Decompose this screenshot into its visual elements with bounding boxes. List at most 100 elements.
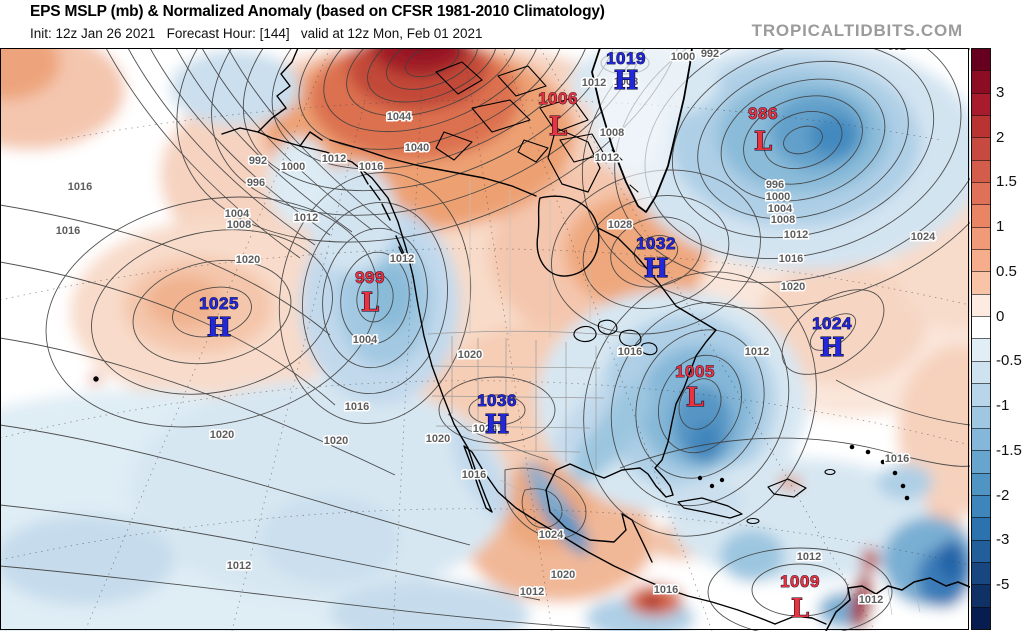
contour-label: 1024	[539, 529, 564, 541]
colorbar-segment	[972, 338, 990, 361]
contour-label: 1016	[654, 584, 678, 596]
contour-label: 1012	[322, 153, 346, 165]
contour-label: 1020	[781, 281, 805, 293]
contour-label: 1016	[779, 253, 803, 265]
colorbar-segment	[972, 204, 990, 227]
contour-label: 1028	[608, 219, 632, 231]
state-province-borders	[427, 180, 921, 616]
contour-label: 1020	[210, 429, 234, 441]
contour-label: 1024	[473, 423, 498, 435]
contour-label: 1020	[551, 569, 575, 581]
colorbar-segment	[972, 226, 990, 250]
pressure-letter-H: H	[485, 410, 510, 440]
contour-label: 1016	[345, 401, 369, 413]
contour-label: 1012	[784, 229, 808, 241]
contour-label: 1012	[294, 212, 318, 224]
colorbar-tick-label: 1.5	[996, 173, 1017, 191]
colorbar-segment	[972, 561, 990, 585]
colorbar-segment	[972, 249, 990, 272]
colorbar-tick-label: 1	[996, 218, 1005, 236]
contour-label: 1016	[56, 225, 80, 237]
contour-label: 1020	[236, 254, 260, 266]
pressure-letter-L: L	[361, 288, 379, 318]
contour-label: 1024	[911, 231, 936, 243]
contour-label: 1012	[520, 586, 544, 598]
colorbar-segment	[972, 159, 990, 183]
pressure-letter-H: H	[207, 313, 232, 343]
colorbar-segment	[972, 271, 990, 294]
pressure-value-999: 999	[355, 268, 385, 287]
contour-label: 1044	[387, 111, 412, 123]
contour-label: 1008	[227, 219, 251, 231]
contour-label: 1000	[766, 191, 790, 203]
pressure-value-1036: 1036	[477, 391, 517, 410]
colorbar-segment	[972, 92, 990, 116]
colorbar-segment	[972, 383, 990, 406]
colorbar-segment	[972, 182, 990, 205]
contour-label: 1000	[671, 51, 695, 63]
contour-label: 996	[247, 177, 265, 189]
colorbar-segment	[972, 70, 990, 93]
pressure-value-1006: 1006	[538, 89, 578, 108]
colorbar-tick-label: -2	[996, 486, 1010, 504]
pressure-value-1032: 1032	[636, 234, 676, 253]
contour-label: 1016	[618, 346, 642, 358]
contour-label: 1004	[225, 208, 250, 220]
pressure-value-1019: 1019	[606, 49, 646, 68]
pressure-letter-L: L	[791, 594, 809, 624]
colorbar-segment	[972, 606, 990, 629]
pressure-value-1025: 1025	[199, 294, 239, 313]
contour-label: 1012	[797, 551, 821, 563]
contour-label: 992	[249, 155, 267, 167]
contour-label: 1012	[390, 253, 414, 265]
contour-label: 1016	[885, 453, 909, 465]
anomaly-shading	[0, 48, 970, 631]
colorbar-tick-label: -1.5	[996, 441, 1022, 459]
contour-label: 1016	[462, 469, 486, 481]
contour-label: 992	[888, 48, 906, 53]
colorbar-segment	[972, 539, 990, 562]
pressure-letter-L: L	[549, 112, 567, 142]
colorbar-tick-label: -0.5	[996, 352, 1022, 370]
contour-label: 992	[701, 48, 719, 60]
contour-label: 1012	[745, 346, 769, 358]
colorbar-tick-label: 2	[996, 128, 1005, 146]
colorbar-segment	[972, 494, 990, 518]
colorbar-segment	[972, 115, 990, 138]
colorbar-segment	[972, 293, 990, 317]
contour-label: 996	[766, 179, 784, 191]
pressure-letter-H: H	[820, 333, 845, 363]
contour-label: 1008	[600, 127, 624, 139]
colorbar-segment	[972, 360, 990, 384]
pressure-letter-L: L	[686, 383, 704, 413]
colorbar-segment	[972, 49, 990, 71]
contour-label: 1012	[859, 594, 883, 606]
contour-label: 1020	[426, 433, 450, 445]
colorbar-tick-label: 3	[996, 83, 1005, 101]
page-title: EPS MSLP (mb) & Normalized Anomaly (base…	[30, 3, 605, 20]
colorbar-tick-label: 0	[996, 307, 1005, 325]
tropicaltidbits-watermark: TROPICALTIDBITS.COM	[751, 21, 963, 40]
pressure-value-1009: 1009	[780, 572, 820, 591]
contour-label: 1012	[582, 77, 606, 89]
contour-label: 1020	[458, 349, 482, 361]
contour-label: 1004	[768, 203, 793, 215]
colorbar-segment	[972, 584, 990, 607]
contour-label: 1020	[324, 435, 348, 447]
colorbar-tick-label: -5	[996, 576, 1010, 594]
contour-label: 1008	[614, 76, 638, 88]
colorbar-segment	[972, 517, 990, 540]
init-forecast-valid-line: Init: 12z Jan 26 2021 Forecast Hour: [14…	[30, 26, 483, 41]
pressure-value-1024: 1024	[812, 314, 852, 333]
colorbar-segment	[972, 472, 990, 495]
pressure-value-986: 986	[748, 104, 778, 123]
coastlines	[93, 48, 970, 631]
pressure-value-1005: 1005	[675, 362, 715, 381]
colorbar-segment	[972, 405, 990, 428]
colorbar-tick-label: 0.5	[996, 262, 1017, 280]
pressure-letter-H: H	[644, 254, 669, 284]
